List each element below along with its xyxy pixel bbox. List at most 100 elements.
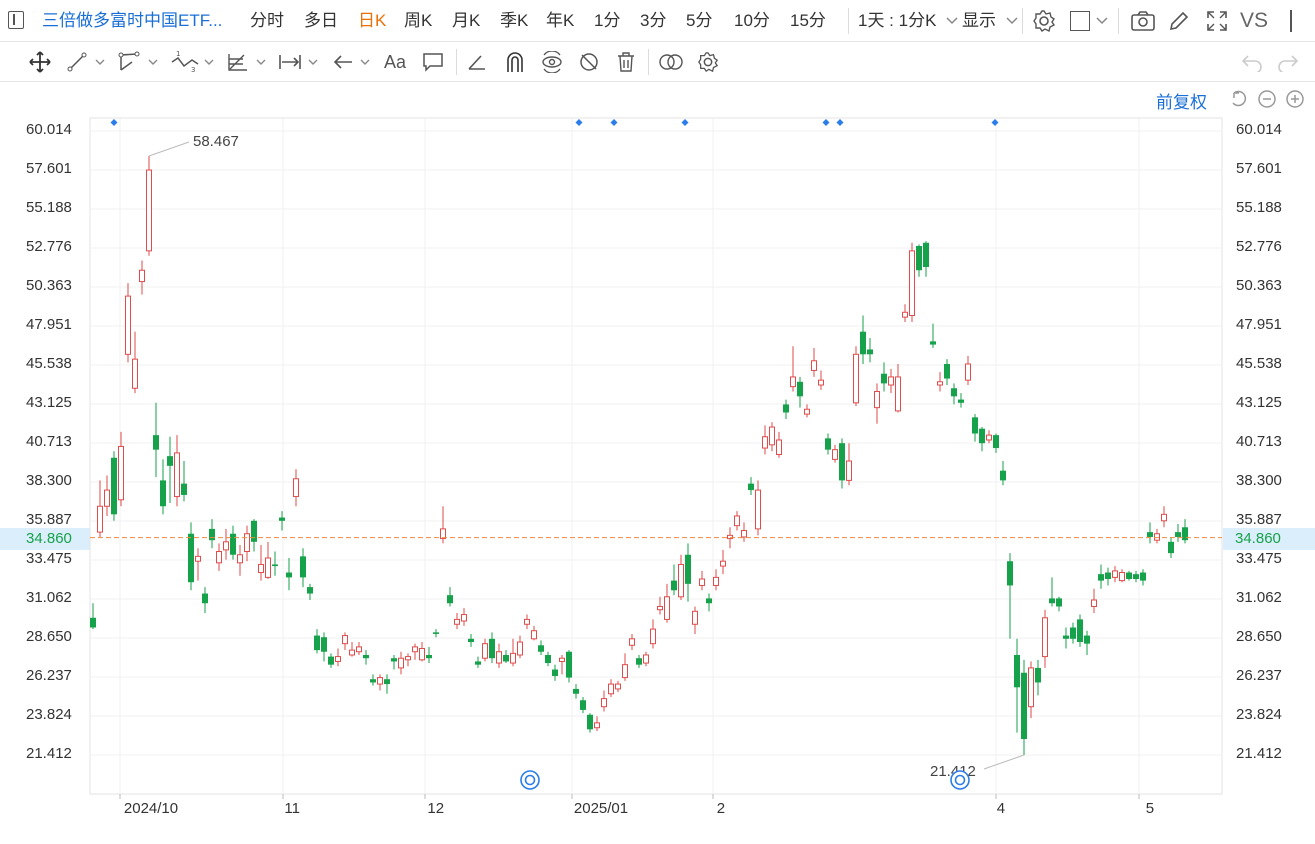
adjust-mode-button[interactable]: 前复权 xyxy=(1156,93,1207,112)
candle-body xyxy=(1105,572,1111,579)
line-icon[interactable] xyxy=(66,51,88,73)
max-leader-line xyxy=(148,141,190,157)
compare-icon[interactable] xyxy=(658,52,684,72)
zoom-in-icon[interactable] xyxy=(1285,89,1305,109)
camera-icon[interactable] xyxy=(1130,10,1156,32)
candle-body xyxy=(1140,572,1146,581)
chevron-down-icon[interactable] xyxy=(308,59,318,66)
y-tick-label: 47.951 xyxy=(1236,315,1282,333)
period-tab-0[interactable]: 分时 xyxy=(250,11,284,30)
arrow-icon[interactable] xyxy=(332,52,354,72)
candle-body xyxy=(1133,574,1139,579)
period-tab-8[interactable]: 3分 xyxy=(640,11,667,30)
chevron-down-icon[interactable] xyxy=(1096,17,1108,25)
candle-body xyxy=(958,399,964,403)
display-select[interactable]: 显示 xyxy=(962,0,996,42)
candle-body xyxy=(167,456,173,466)
trash-icon[interactable] xyxy=(616,51,636,73)
news-marker-icon-inner xyxy=(954,774,966,786)
settings-icon[interactable] xyxy=(697,51,719,73)
candle-body xyxy=(384,679,390,685)
candle-body xyxy=(321,637,327,652)
event-marker-icon xyxy=(110,119,118,126)
y-tick-label: 23.824 xyxy=(26,706,72,723)
chevron-down-icon[interactable] xyxy=(256,59,266,66)
candle-body xyxy=(916,245,922,271)
candle-body xyxy=(1035,667,1041,683)
candle-body xyxy=(125,295,131,355)
trend-channel-icon[interactable] xyxy=(118,51,140,73)
instrument-title[interactable]: 三倍做多富时中国ETF... xyxy=(42,11,223,30)
candle-body xyxy=(363,654,369,659)
period-tab-4[interactable]: 月K xyxy=(452,11,481,30)
y-tick-label: 55.188 xyxy=(1236,199,1282,216)
y-tick-label: 31.062 xyxy=(1236,589,1282,606)
candle-body xyxy=(475,661,481,665)
candle-body xyxy=(1084,635,1090,644)
period-tab-9[interactable]: 5分 xyxy=(686,11,713,30)
zoom-out-icon[interactable] xyxy=(1257,89,1277,109)
period-tab-5[interactable]: 季K xyxy=(500,11,529,30)
candle-body xyxy=(608,683,614,695)
period-tab-7[interactable]: 1分 xyxy=(594,11,621,30)
candle-body xyxy=(307,587,313,594)
candle-body xyxy=(216,551,222,564)
current-price-tag-left: 34.860 xyxy=(0,528,90,550)
candle-body xyxy=(489,638,495,659)
candle-body xyxy=(1049,598,1055,604)
chevron-down-icon[interactable] xyxy=(95,59,105,66)
candle-body xyxy=(881,373,887,384)
candle-body xyxy=(160,480,166,507)
plot-frame xyxy=(89,117,1223,795)
candle-body xyxy=(111,457,117,515)
comment-icon[interactable] xyxy=(422,52,444,72)
fib-icon[interactable] xyxy=(226,51,250,73)
sidebar-toggle-icon[interactable] xyxy=(8,11,24,29)
fullscreen-icon[interactable] xyxy=(1206,10,1228,32)
candle-body xyxy=(930,341,936,345)
candle-body xyxy=(279,517,285,521)
close-icon[interactable] xyxy=(1290,10,1292,32)
magnet-icon[interactable] xyxy=(504,50,526,74)
candle-body xyxy=(195,555,201,562)
timeframe-select[interactable]: 1天 : 1分K xyxy=(858,0,936,42)
settings-icon[interactable] xyxy=(1032,9,1056,33)
period-tab-2[interactable]: 日K xyxy=(358,11,387,30)
candle-body xyxy=(923,242,929,268)
undo-icon[interactable] xyxy=(1240,52,1264,72)
compare-vs-button[interactable]: VS xyxy=(1240,9,1269,32)
period-tab-6[interactable]: 年K xyxy=(546,11,575,30)
range-icon[interactable] xyxy=(278,52,302,72)
ruler-icon[interactable] xyxy=(466,52,488,72)
eye-sync-icon[interactable] xyxy=(540,51,564,73)
chart-type-icon[interactable] xyxy=(1070,11,1090,31)
candle-body xyxy=(727,534,733,540)
candle-body xyxy=(874,390,880,409)
pencil-icon[interactable] xyxy=(1168,10,1190,32)
text-tool-button[interactable]: Aa xyxy=(384,52,407,72)
x-tick-label: 2 xyxy=(716,800,726,817)
period-tab-11[interactable]: 15分 xyxy=(790,11,826,30)
x-tick-label: 2025/01 xyxy=(573,800,629,817)
chevron-down-icon[interactable] xyxy=(148,59,158,66)
period-tab-1[interactable]: 多日 xyxy=(304,11,338,30)
candle-body xyxy=(580,700,586,710)
hide-icon[interactable] xyxy=(578,51,600,73)
candle-body xyxy=(1168,541,1174,554)
y-tick-label: 45.538 xyxy=(26,355,72,372)
chevron-down-icon[interactable] xyxy=(204,59,214,66)
period-tab-10[interactable]: 10分 xyxy=(734,11,770,30)
candle-body xyxy=(1112,570,1118,578)
candle-body xyxy=(972,417,978,434)
candle-body xyxy=(1070,627,1076,639)
chevron-down-icon[interactable] xyxy=(360,59,370,66)
reset-icon[interactable] xyxy=(1229,89,1249,109)
period-tab-3[interactable]: 周K xyxy=(404,11,433,30)
svg-text:3: 3 xyxy=(191,66,195,74)
candle-body xyxy=(776,439,782,456)
redo-icon[interactable] xyxy=(1276,52,1300,72)
move-icon[interactable] xyxy=(28,50,52,74)
wave-icon[interactable]: 13 xyxy=(170,50,200,74)
candle-body xyxy=(503,654,509,662)
